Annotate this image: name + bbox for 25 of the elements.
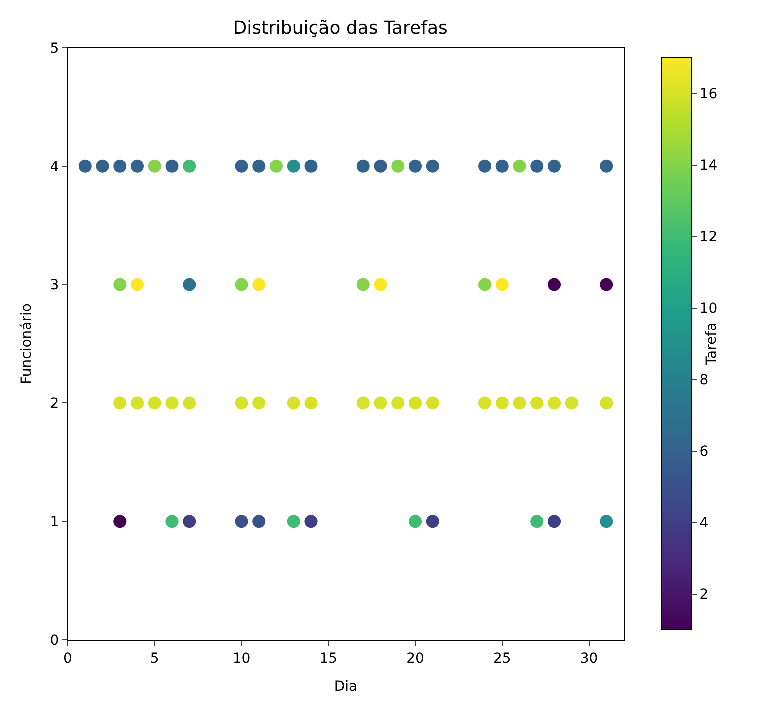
x-axis-title: Dia — [334, 679, 358, 696]
color-bar-label: 2 — [700, 587, 709, 604]
color-bar-label: 14 — [700, 158, 718, 174]
x-tick-label: 15 — [320, 650, 338, 667]
x-tick-label: 25 — [493, 650, 512, 667]
color-bar-label: 10 — [700, 301, 718, 318]
y-tick-label: 3 — [50, 278, 60, 294]
y-tick-label: 0 — [50, 632, 60, 649]
x-tick-label: 0 — [64, 650, 72, 667]
x-tick-label: 10 — [232, 650, 251, 667]
y-tick-label: 5 — [50, 40, 60, 57]
color-bar-label: 8 — [700, 372, 709, 389]
color-bar-label: 16 — [700, 86, 718, 103]
x-tick-label: 30 — [580, 650, 598, 667]
color-bar-label: 6 — [700, 444, 709, 460]
color-bar-title: Tarefa — [704, 322, 720, 366]
chart-title: Distribuição das Tarefas — [233, 18, 448, 39]
y-tick-label: 4 — [50, 159, 60, 176]
y-tick-label: 1 — [50, 514, 60, 530]
y-tick-label: 2 — [50, 396, 60, 412]
color-bar-label: 4 — [700, 516, 709, 532]
x-tick-label: 20 — [406, 650, 424, 667]
x-tick-label: 5 — [150, 650, 160, 667]
y-axis-title: Funcionário — [18, 304, 35, 384]
color-bar-label: 12 — [700, 230, 718, 246]
